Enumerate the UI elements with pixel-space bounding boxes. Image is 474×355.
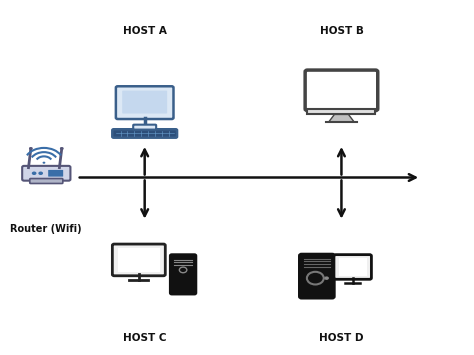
- Bar: [118, 248, 160, 272]
- FancyBboxPatch shape: [334, 255, 372, 279]
- FancyBboxPatch shape: [112, 129, 177, 138]
- FancyBboxPatch shape: [30, 179, 63, 184]
- Circle shape: [324, 277, 329, 280]
- Circle shape: [38, 171, 43, 175]
- Text: HOST D: HOST D: [319, 333, 364, 343]
- Circle shape: [60, 147, 64, 150]
- Text: HOST C: HOST C: [123, 333, 166, 343]
- Circle shape: [43, 162, 46, 164]
- FancyBboxPatch shape: [305, 70, 378, 110]
- FancyBboxPatch shape: [133, 125, 156, 130]
- FancyBboxPatch shape: [300, 255, 334, 298]
- Bar: [308, 109, 375, 114]
- Circle shape: [307, 272, 324, 284]
- Polygon shape: [328, 114, 355, 122]
- Text: Router (Wifi): Router (Wifi): [10, 224, 82, 234]
- FancyBboxPatch shape: [22, 166, 71, 181]
- FancyBboxPatch shape: [171, 255, 196, 294]
- Bar: [338, 258, 367, 276]
- FancyBboxPatch shape: [116, 86, 173, 119]
- FancyBboxPatch shape: [310, 73, 374, 105]
- Circle shape: [179, 267, 187, 273]
- FancyBboxPatch shape: [48, 170, 63, 177]
- Circle shape: [29, 147, 33, 150]
- Text: HOST A: HOST A: [123, 26, 167, 36]
- FancyBboxPatch shape: [122, 91, 167, 114]
- FancyBboxPatch shape: [112, 244, 165, 276]
- Circle shape: [32, 171, 36, 175]
- Text: HOST B: HOST B: [319, 26, 364, 36]
